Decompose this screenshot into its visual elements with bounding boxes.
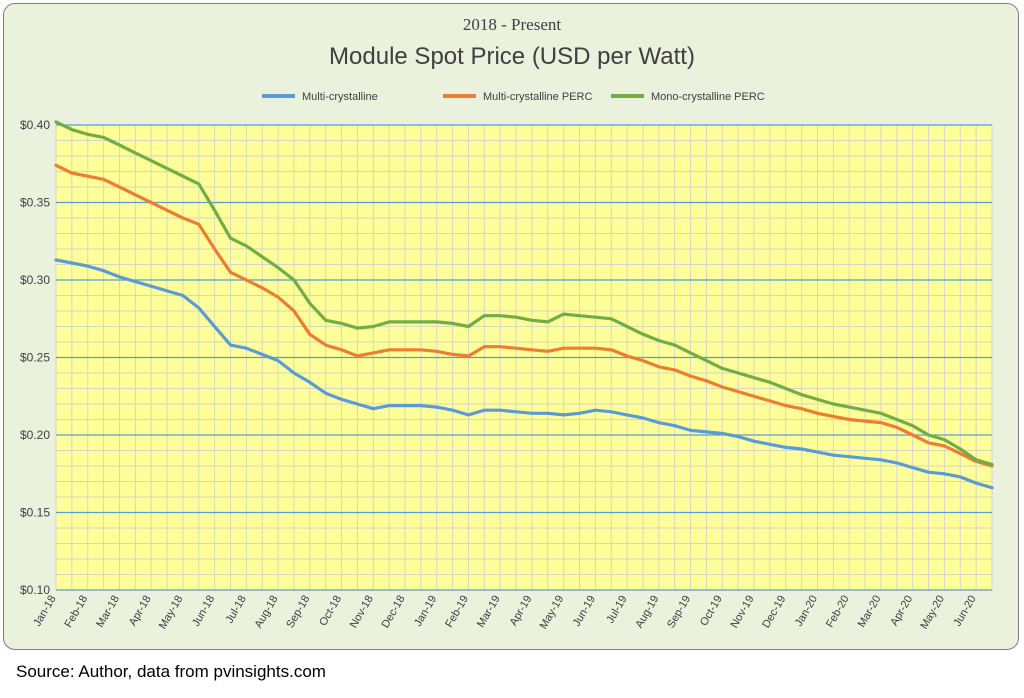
x-tick-label: Jan-18: [31, 594, 58, 629]
y-tick-label: $0.10: [20, 583, 50, 597]
x-tick-label: Jul-18: [224, 594, 249, 626]
x-tick-label: Jun-19: [571, 594, 598, 629]
x-tick-label: Dec-18: [379, 594, 407, 631]
x-tick-label: Dec-19: [760, 594, 788, 631]
x-tick-label: Mar-20: [856, 594, 884, 630]
y-tick-label: $0.30: [20, 273, 50, 287]
y-tick-label: $0.35: [20, 196, 50, 210]
y-tick-label: $0.15: [20, 506, 50, 520]
y-tick-label: $0.20: [20, 428, 50, 442]
y-tick-label: $0.40: [20, 118, 50, 132]
x-tick-label: Feb-19: [443, 594, 471, 630]
x-tick-label: May-18: [157, 594, 186, 632]
x-tick-label: Apr-19: [508, 594, 535, 629]
x-tick-label: Aug-19: [633, 594, 661, 631]
x-tick-label: Apr-18: [127, 594, 154, 629]
chart-title: Module Spot Price (USD per Watt): [329, 43, 695, 70]
series-line: [54, 120, 994, 467]
x-tick-label: May-20: [918, 594, 947, 632]
series-line: [54, 258, 994, 490]
x-tick-label: Jul-19: [604, 594, 629, 626]
x-tick-label: Jun-18: [190, 594, 217, 629]
x-tick-label: Sep-19: [665, 594, 693, 631]
x-tick-label: Jun-20: [952, 594, 979, 629]
x-tick-label: Nov-19: [729, 594, 757, 631]
x-tick-label: Mar-18: [94, 594, 122, 630]
source-note: Source: Author, data from pvinsights.com: [16, 662, 326, 681]
x-tick-label: Oct-19: [698, 594, 725, 629]
x-tick-label: Mar-19: [475, 594, 503, 630]
x-tick-label: Sep-18: [284, 594, 312, 631]
x-tick-label: Nov-18: [348, 594, 376, 631]
legend-label: Multi-crystalline: [302, 91, 378, 103]
legend-label: Mono-crystalline PERC: [651, 91, 765, 103]
x-tick-label: May-19: [538, 594, 567, 632]
legend-label: Multi-crystalline PERC: [483, 91, 592, 103]
x-tick-label: Jan-19: [412, 594, 439, 629]
x-tick-label: Feb-20: [824, 594, 852, 630]
x-tick-label: Apr-20: [888, 594, 915, 629]
x-tick-label: Jan-20: [793, 594, 820, 629]
x-tick-label: Oct-18: [317, 594, 344, 629]
x-tick-label: Feb-18: [63, 594, 91, 630]
chart-subtitle: 2018 - Present: [463, 15, 561, 34]
series-line: [54, 163, 994, 468]
y-tick-label: $0.25: [20, 351, 50, 365]
x-tick-label: Aug-18: [253, 594, 281, 631]
chart-svg: 2018 - Present Module Spot Price (USD per…: [20, 15, 994, 632]
